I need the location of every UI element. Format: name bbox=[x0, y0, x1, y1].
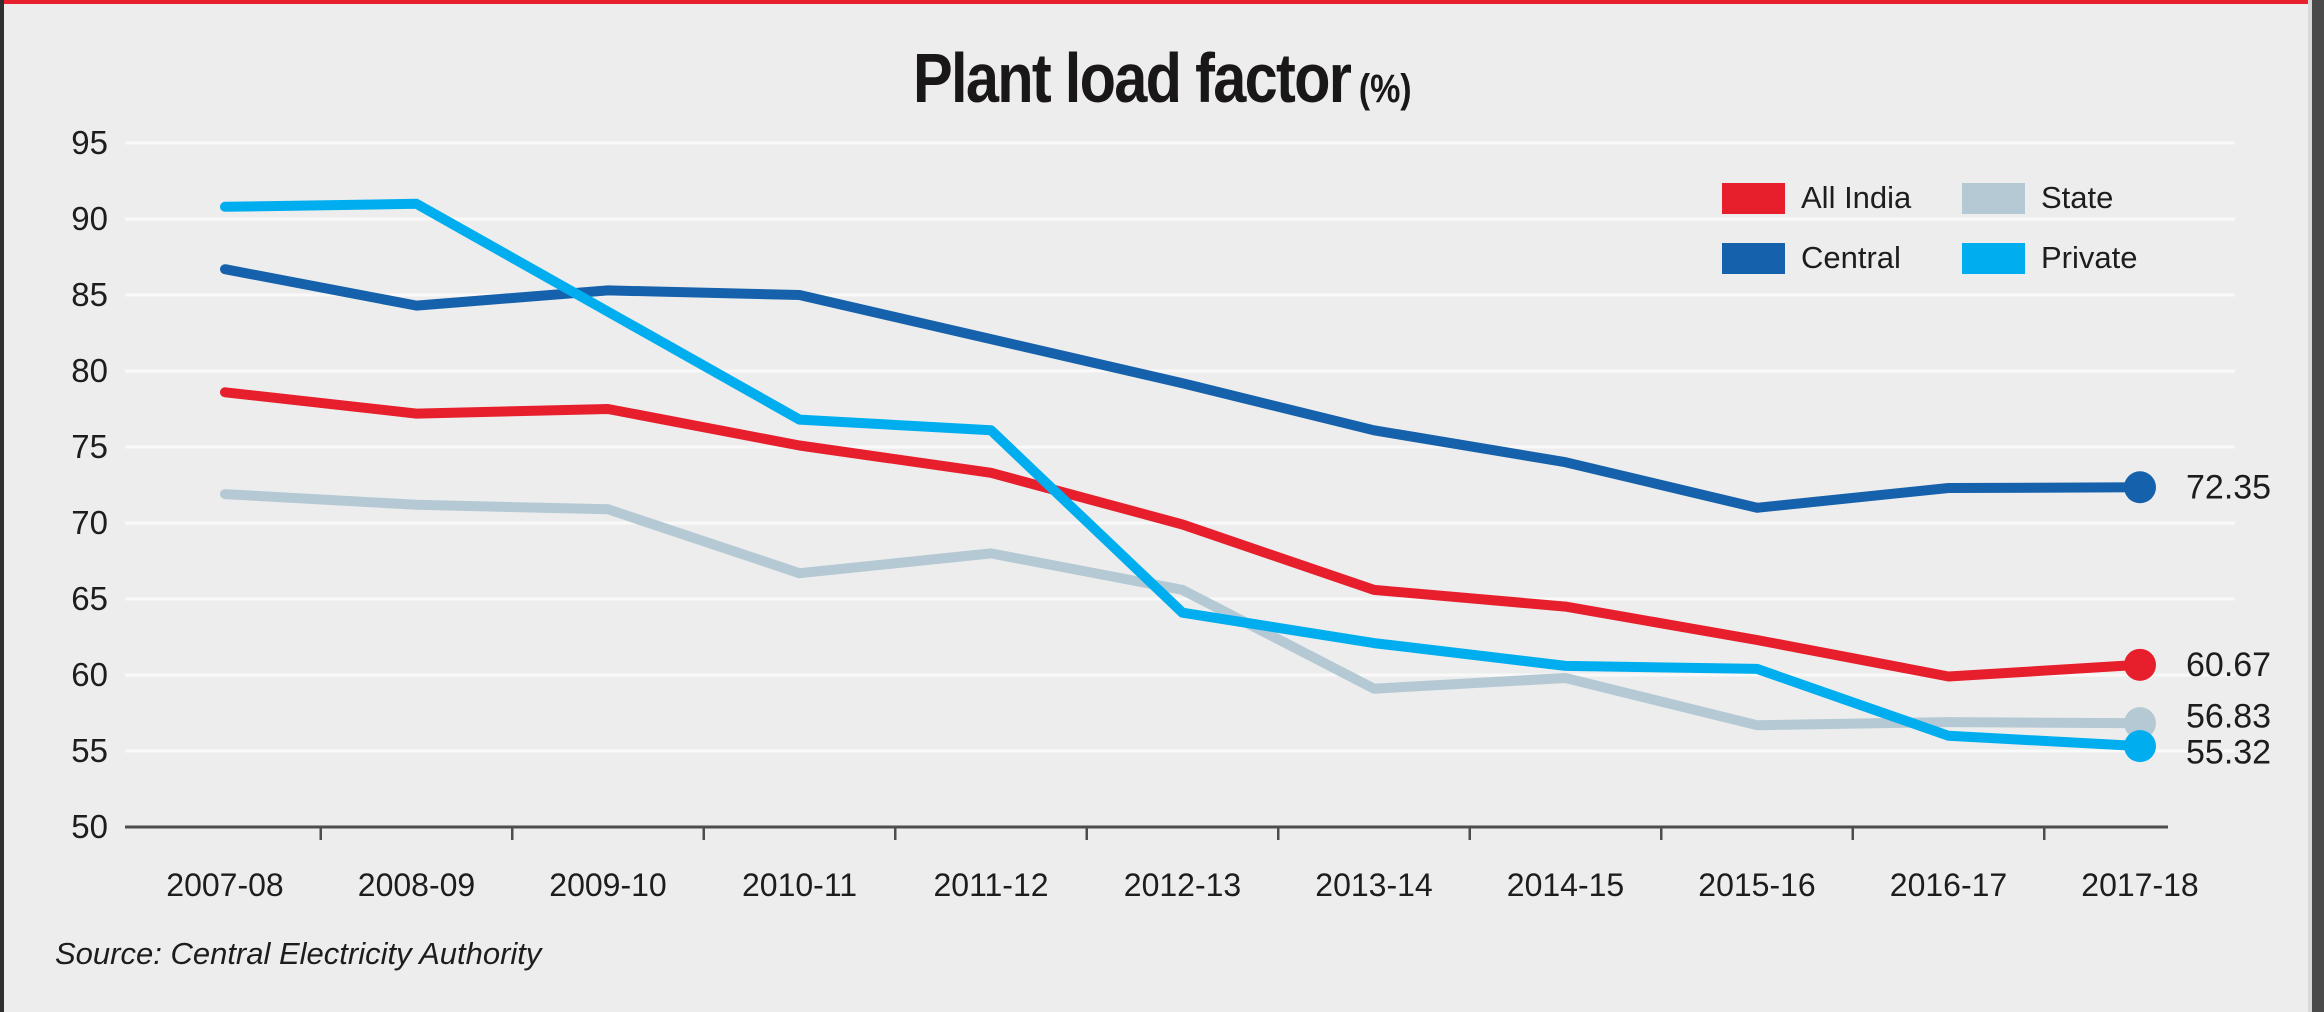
legend-label-private: Private bbox=[2041, 240, 2138, 275]
y-axis-label: 55 bbox=[71, 732, 108, 769]
y-axis-label: 80 bbox=[71, 352, 108, 389]
chart-title-row: Plant load factor (%) bbox=[0, 38, 2324, 118]
series-line-state bbox=[220, 489, 2145, 731]
y-axis-label: 95 bbox=[71, 124, 108, 161]
series-line-central bbox=[220, 264, 2145, 513]
legend-item-all-india: All India bbox=[1722, 180, 1962, 216]
end-value-label-central: 72.35 bbox=[2186, 468, 2271, 506]
page-title-unit: (%) bbox=[1358, 67, 1412, 111]
top-red-rule bbox=[0, 0, 2324, 4]
y-axis-label: 85 bbox=[71, 276, 108, 313]
legend-swatch-central bbox=[1722, 242, 1785, 274]
y-axis-label: 60 bbox=[71, 656, 108, 693]
page-title: Plant load factor bbox=[912, 39, 1352, 117]
series-end-dot-central bbox=[2124, 471, 2156, 504]
x-axis-label: 2009-10 bbox=[549, 867, 666, 903]
y-axis-label: 75 bbox=[71, 428, 108, 465]
x-axis-label: 2013-14 bbox=[1315, 867, 1432, 903]
right-border bbox=[2312, 0, 2324, 1012]
legend-swatch-all-india bbox=[1722, 182, 1785, 214]
legend-item-private: Private bbox=[1962, 240, 2222, 276]
series-end-dot-all-india bbox=[2124, 648, 2156, 681]
x-axis-label: 2015-16 bbox=[1698, 867, 1815, 903]
legend-swatch-state bbox=[1962, 182, 2025, 214]
end-value-label-private: 55.32 bbox=[2186, 734, 2271, 772]
legend-label-all-india: All India bbox=[1801, 180, 1912, 215]
end-value-label-all-india: 60.67 bbox=[2186, 646, 2271, 684]
x-axis-label: 2011-12 bbox=[933, 867, 1048, 903]
x-axis-label: 2008-09 bbox=[358, 867, 475, 903]
y-axis-label: 50 bbox=[71, 808, 108, 845]
x-axis-label: 2016-17 bbox=[1890, 867, 2007, 903]
chart-legend: All India State Central Private bbox=[1722, 168, 2222, 288]
legend-item-central: Central bbox=[1722, 240, 1962, 276]
y-axis-label: 70 bbox=[71, 504, 108, 541]
series-end-dot-state bbox=[2124, 707, 2156, 740]
y-axis-label: 65 bbox=[71, 580, 108, 617]
series-line-all-india bbox=[220, 387, 2145, 682]
series-end-dot-private bbox=[2124, 730, 2156, 763]
legend-item-state: State bbox=[1962, 180, 2222, 216]
legend-label-central: Central bbox=[1801, 240, 1901, 275]
source-note: Source: Central Electricity Authority bbox=[55, 936, 542, 971]
x-axis-label: 2014-15 bbox=[1507, 867, 1624, 903]
x-axis-label: 2012-13 bbox=[1124, 867, 1241, 903]
y-axis-label: 90 bbox=[71, 200, 108, 237]
x-axis-label: 2007-08 bbox=[166, 867, 283, 903]
series-line-private bbox=[220, 198, 2145, 752]
x-axis-label: 2010-11 bbox=[742, 867, 857, 903]
legend-swatch-private bbox=[1962, 242, 2025, 274]
right-inner-border bbox=[2308, 0, 2312, 1012]
end-value-label-state: 56.83 bbox=[2186, 698, 2271, 736]
legend-label-state: State bbox=[2041, 180, 2114, 215]
x-axis-label: 2017-18 bbox=[2081, 867, 2198, 903]
left-border bbox=[0, 0, 4, 1012]
